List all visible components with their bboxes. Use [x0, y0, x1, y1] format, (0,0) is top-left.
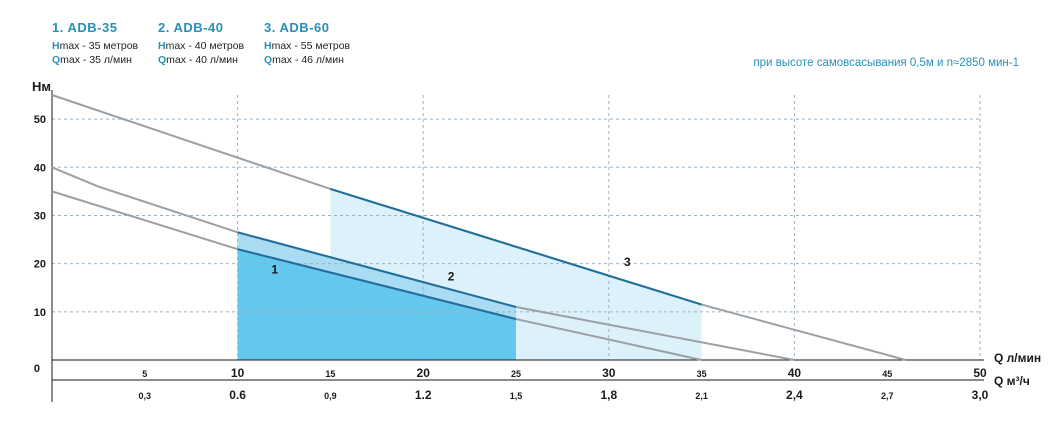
model-legend: 1. ADB-35 Hmax - 35 метров Qmax - 35 л/м… — [52, 20, 358, 67]
y-tick-label: 30 — [34, 210, 46, 222]
x-tick-label: 10 — [231, 366, 245, 380]
x2-tick-label: 1,8 — [600, 388, 617, 402]
operating-line-2 — [237, 231, 517, 308]
series-label-3: 3 — [624, 255, 631, 269]
model-qmax: Qmax - 40 л/мин — [158, 54, 238, 66]
x-axis-label: Q л/мин — [994, 351, 1041, 365]
x2-tick-label: 0,9 — [324, 391, 337, 401]
x2-tick-label: 1,5 — [510, 391, 523, 401]
model-qmax: Qmax - 46 л/мин — [264, 54, 344, 66]
x-tick-label: 40 — [788, 366, 802, 380]
x2-tick-label: 2,7 — [881, 391, 894, 401]
x-tick-label: 20 — [417, 366, 431, 380]
condition-note: при высоте самовсасывания 0,5м и n≈2850 … — [753, 57, 1019, 69]
x2-tick-label: 0,3 — [139, 391, 152, 401]
y-tick-label: 40 — [34, 162, 46, 174]
operating-zone-1 — [237, 249, 516, 360]
series-label-1: 1 — [271, 262, 278, 276]
x-tick-label: 50 — [973, 366, 987, 380]
x-tick-label: 25 — [511, 369, 521, 379]
model-name: 3. ADB-60 — [264, 20, 330, 35]
x-tick-label: 5 — [142, 369, 147, 379]
model-hmax: Hmax - 40 метров — [158, 40, 245, 52]
series-label-2: 2 — [448, 270, 455, 284]
model-name: 1. ADB-35 — [52, 20, 118, 35]
model-qmax: Qmax - 35 л/мин — [52, 54, 132, 66]
x-tick-label: 30 — [602, 366, 616, 380]
x2-tick-label: 2,4 — [786, 388, 803, 402]
x-tick-label: 15 — [325, 369, 335, 379]
x-tick-label: 45 — [882, 369, 892, 379]
y-tick-label: 20 — [34, 259, 46, 271]
x2-tick-label: 0.6 — [229, 388, 246, 402]
origin-label: 0 — [34, 363, 40, 375]
x-tick-label: 35 — [697, 369, 707, 379]
model-adb40: 2. ADB-40 Hmax - 40 метров Qmax - 40 л/м… — [158, 20, 252, 67]
x2-axis-label: Q м³/ч — [994, 374, 1030, 388]
model-name: 2. ADB-40 — [158, 20, 224, 35]
x2-tick-label: 2,1 — [695, 391, 708, 401]
operating-line-1 — [237, 248, 517, 321]
y-axis-label: Hм — [32, 79, 51, 94]
y-tick-label: 50 — [34, 114, 46, 126]
operating-line-3 — [330, 187, 702, 306]
model-adb35: 1. ADB-35 Hmax - 35 метров Qmax - 35 л/м… — [52, 20, 146, 67]
x2-tick-label: 1.2 — [415, 388, 432, 402]
model-hmax: Hmax - 55 метров — [264, 40, 351, 52]
x2-tick-label: 3,0 — [972, 388, 989, 402]
model-hmax: Hmax - 35 метров — [52, 40, 139, 52]
y-tick-label: 10 — [34, 307, 46, 319]
model-adb60: 3. ADB-60 Hmax - 55 метров Qmax - 46 л/м… — [264, 20, 358, 67]
